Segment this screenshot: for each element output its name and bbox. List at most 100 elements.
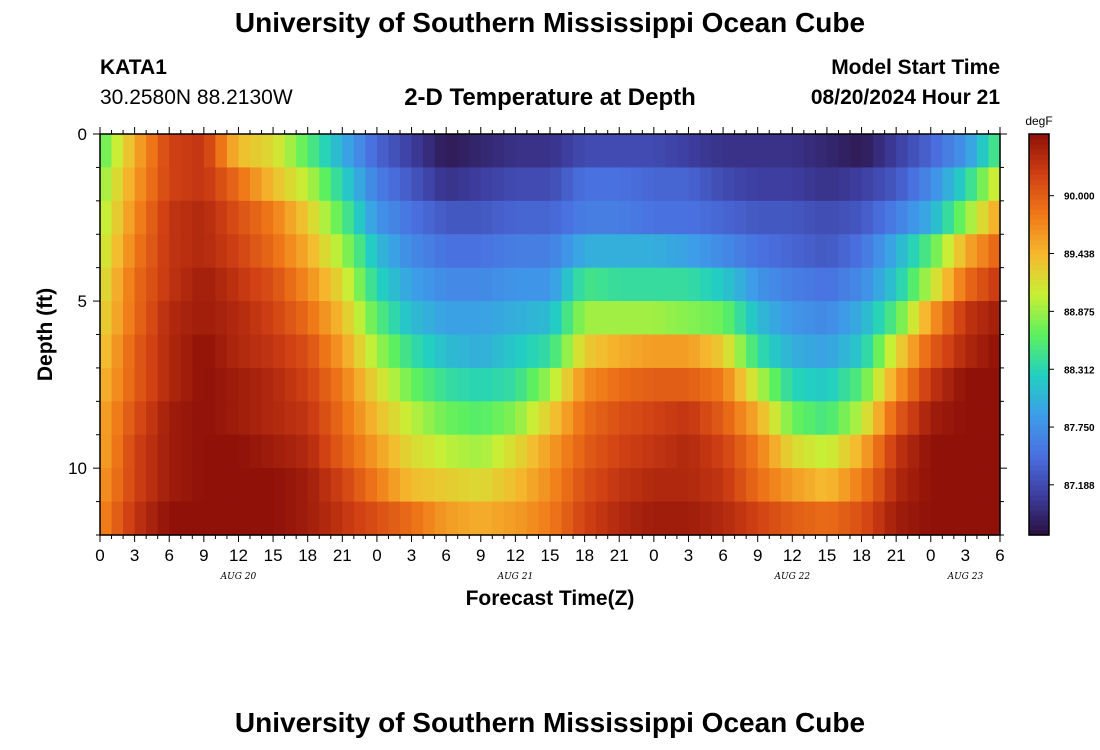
heatmap-cell (584, 434, 597, 469)
heatmap-cell (226, 134, 240, 169)
model-start-label: Model Start Time (831, 56, 1000, 79)
heatmap-cell (226, 200, 240, 235)
heatmap-cell (238, 167, 251, 202)
heatmap-cell (376, 301, 390, 336)
heatmap-cell (838, 234, 851, 269)
heatmap-cell (134, 434, 147, 469)
heatmap-cell (826, 401, 840, 436)
heatmap-cell (157, 200, 170, 235)
heatmap-cell (711, 367, 724, 402)
heatmap-cell (353, 468, 366, 503)
heatmap-cell (607, 334, 620, 369)
heatmap-cell (342, 200, 355, 235)
heatmap-cell (526, 367, 540, 402)
heatmap-cell (261, 134, 274, 169)
heatmap-cell (930, 367, 943, 402)
heatmap-cell (815, 200, 828, 235)
heatmap-cell (676, 501, 690, 536)
heatmap-cell (803, 468, 816, 503)
heatmap-cell (111, 334, 124, 369)
heatmap-cell (884, 434, 897, 469)
heatmap-cell (365, 234, 378, 269)
heatmap-cell (884, 367, 897, 402)
heatmap-cell (723, 301, 736, 336)
heatmap-cell (711, 401, 724, 436)
heatmap-cell (169, 167, 182, 202)
heatmap-cell (365, 334, 378, 369)
heatmap-cell (734, 334, 747, 369)
heatmap-cell (942, 200, 955, 235)
x-tick-label: 3 (407, 546, 416, 565)
heatmap-cell (896, 234, 909, 269)
heatmap-cell (723, 134, 736, 169)
heatmap-cell (180, 234, 193, 269)
heatmap-cell (238, 234, 251, 269)
heatmap-cell (976, 434, 990, 469)
heatmap-cell (953, 267, 966, 302)
colorbar-segment (1029, 189, 1049, 195)
heatmap-cell (642, 434, 655, 469)
heatmap-cell (942, 401, 955, 436)
heatmap-cell (942, 167, 955, 202)
heatmap-cell (630, 501, 643, 536)
colorbar-segment (1029, 249, 1049, 255)
heatmap-cell (746, 267, 759, 302)
heatmap-cell (953, 401, 966, 436)
heatmap-cell (480, 334, 493, 369)
heatmap-cell (884, 334, 897, 369)
heatmap-cell (976, 167, 990, 202)
heatmap-cell (815, 367, 828, 402)
heatmap-cell (780, 200, 793, 235)
heatmap-cell (376, 134, 390, 169)
colorbar-segment (1029, 479, 1049, 486)
x-tick-label: 0 (372, 546, 381, 565)
heatmap-cell (261, 434, 274, 469)
heatmap-cell (653, 301, 666, 336)
heatmap-cell (250, 167, 263, 202)
heatmap-cell (584, 134, 597, 169)
heatmap-cell (700, 334, 713, 369)
heatmap-cell (850, 468, 863, 503)
heatmap-cell (400, 234, 413, 269)
heatmap-cell (261, 468, 274, 503)
heatmap-cell (930, 501, 943, 536)
heatmap-cell (803, 367, 816, 402)
heatmap-cell (192, 468, 205, 503)
colorbar-segment (1029, 289, 1049, 295)
heatmap-cell (688, 234, 701, 269)
heatmap-cell (261, 234, 274, 269)
heatmap-cell (792, 267, 805, 302)
heatmap-cell (826, 234, 840, 269)
heatmap-cell (596, 301, 609, 336)
heatmap-cell (953, 200, 966, 235)
heatmap-cell (492, 200, 505, 235)
heatmap-cell (873, 434, 886, 469)
heatmap-cell (192, 134, 205, 169)
heatmap-cell (930, 167, 943, 202)
heatmap-cell (330, 234, 343, 269)
heatmap-cell (792, 334, 805, 369)
heatmap-cell (434, 501, 447, 536)
colorbar-segment (1029, 279, 1049, 285)
heatmap-cell (180, 267, 193, 302)
heatmap-cell (630, 367, 643, 402)
heatmap-cell (596, 267, 609, 302)
heatmap-cell (538, 167, 551, 202)
heatmap-cell (757, 134, 770, 169)
heatmap-cell (492, 167, 505, 202)
heatmap-cell (180, 301, 193, 336)
heatmap-cell (711, 167, 724, 202)
heatmap-cell (434, 234, 447, 269)
heatmap-cell (988, 234, 1001, 269)
heatmap-cell (319, 468, 332, 503)
heatmap-cell (826, 134, 840, 169)
heatmap-cell (873, 334, 886, 369)
heatmap-cell (619, 267, 632, 302)
heatmap-cell (700, 301, 713, 336)
heatmap-cell (388, 501, 401, 536)
colorbar-segment (1029, 309, 1049, 316)
colorbar-segment (1029, 234, 1049, 240)
heatmap-cell (619, 401, 632, 436)
heatmap-cell (596, 401, 609, 436)
heatmap-cell (723, 334, 736, 369)
